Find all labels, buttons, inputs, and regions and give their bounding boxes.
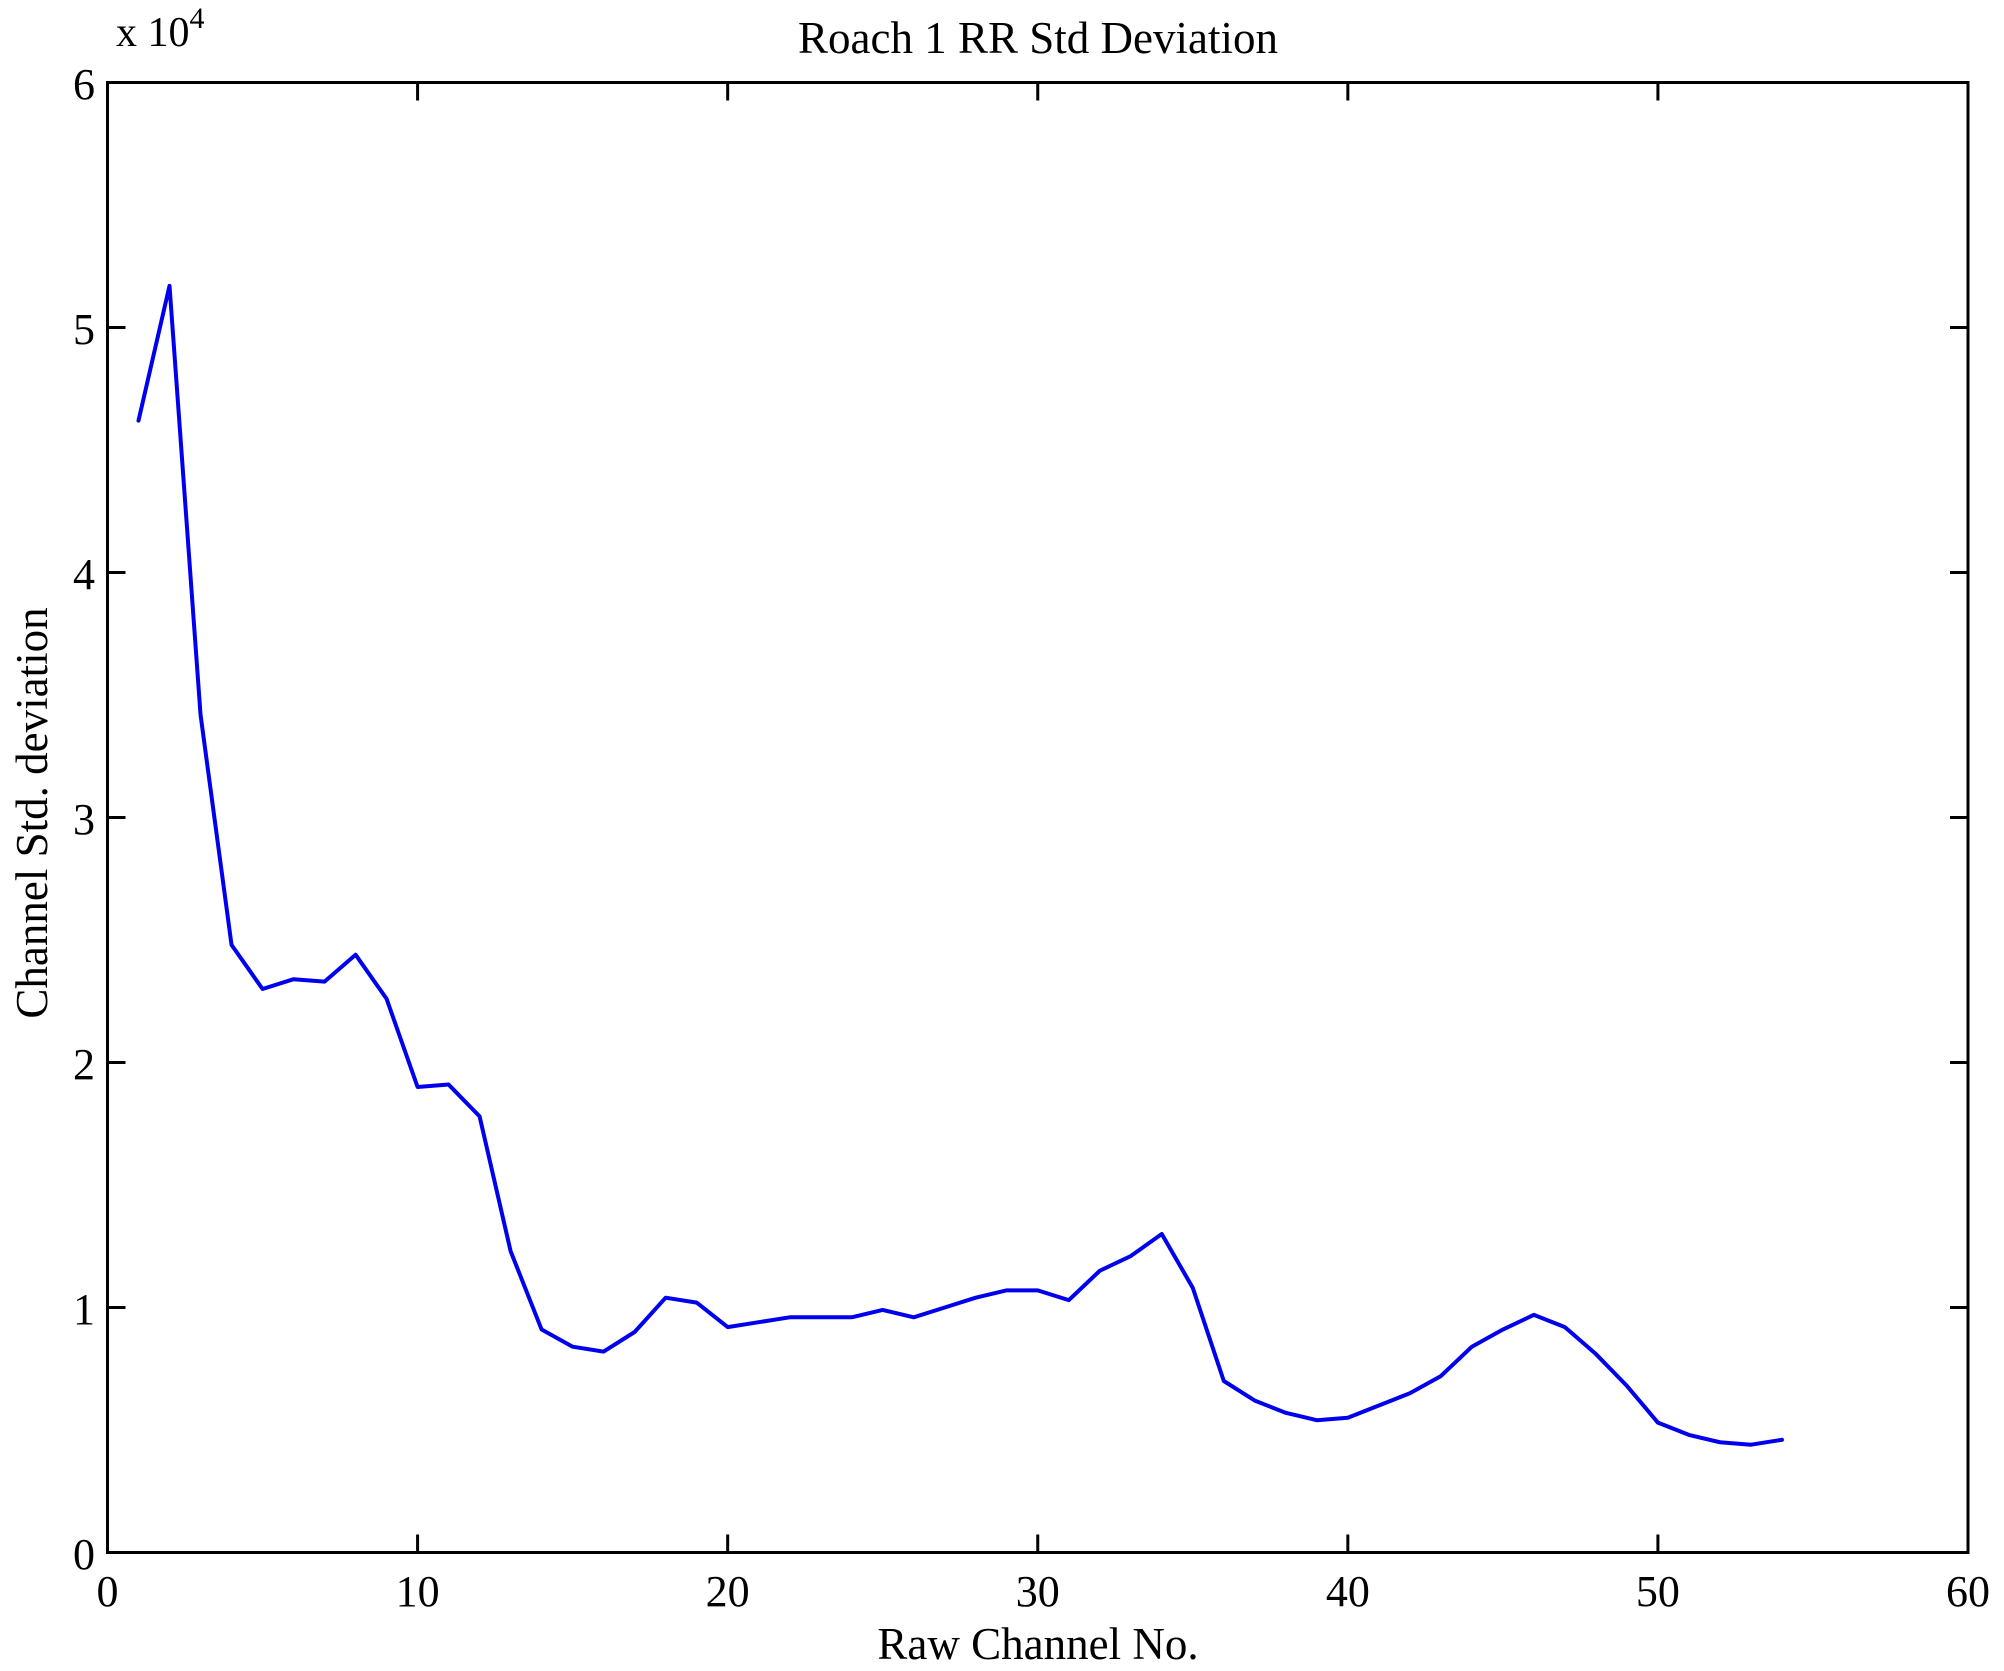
x-tick-label: 20	[705, 1567, 750, 1616]
data-series-line	[136, 283, 1784, 1447]
y-tick-label: 0	[73, 1529, 95, 1579]
y-axis-multiplier: x 104	[116, 2, 205, 57]
y-axis-multiplier-base: x 10	[116, 10, 190, 56]
y-tick-label: 1	[73, 1284, 95, 1334]
y-tick-label: 5	[73, 304, 95, 354]
x-tick-label: 0	[96, 1567, 119, 1616]
x-tick-label: 60	[1946, 1567, 1990, 1616]
y-tick-label: 6	[73, 59, 95, 109]
x-tick-label: 40	[1325, 1567, 1370, 1616]
chart-title: Roach 1 RR Std Deviation	[798, 13, 1278, 63]
x-axis-label: Raw Channel No.	[877, 1619, 1199, 1669]
x-tick-label: 50	[1635, 1567, 1680, 1616]
y-tick-label: 3	[73, 794, 95, 844]
y-axis-multiplier-exponent: 4	[189, 2, 205, 35]
y-tick-label: 2	[73, 1039, 95, 1089]
y-tick-label: 4	[73, 549, 95, 599]
plot-box	[106, 81, 1970, 1554]
x-tick-label: 30	[1015, 1567, 1060, 1616]
x-tick-label: 10	[395, 1567, 440, 1616]
axis-tick-marks	[106, 81, 1970, 1554]
